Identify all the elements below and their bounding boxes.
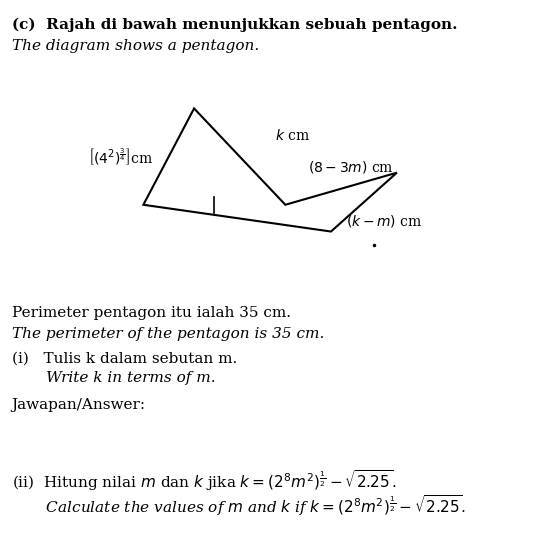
Text: $\left[(4^2)^{\frac{3}{4}}\right]$cm: $\left[(4^2)^{\frac{3}{4}}\right]$cm	[88, 146, 153, 167]
Text: $(k-m)$ cm: $(k-m)$ cm	[346, 213, 423, 229]
Text: The diagram shows a pentagon.: The diagram shows a pentagon.	[12, 39, 259, 53]
Text: $k$ cm: $k$ cm	[275, 128, 310, 143]
Text: Calculate the values of $m$ and $k$ if $k = (2^8m^2)^{\frac{1}{2}} - \sqrt{2.25}: Calculate the values of $m$ and $k$ if $…	[12, 493, 466, 518]
Text: Perimeter pentagon itu ialah 35 cm.: Perimeter pentagon itu ialah 35 cm.	[12, 307, 290, 321]
Text: Jawapan/Answer:: Jawapan/Answer:	[12, 398, 146, 412]
Text: The perimeter of the pentagon is 35 cm.: The perimeter of the pentagon is 35 cm.	[12, 327, 324, 341]
Text: Write k in terms of m.: Write k in terms of m.	[12, 371, 215, 385]
Text: (i)   Tulis k dalam sebutan m.: (i) Tulis k dalam sebutan m.	[12, 352, 237, 366]
Text: (ii)  Hitung nilai $m$ dan $k$ jika $k = (2^8m^2)^{\frac{1}{2}} - \sqrt{2.25}$.: (ii) Hitung nilai $m$ dan $k$ jika $k = …	[12, 469, 396, 493]
Text: $(8-3m)$ cm: $(8-3m)$ cm	[309, 159, 394, 175]
Text: (c)  Rajah di bawah menunjukkan sebuah pentagon.: (c) Rajah di bawah menunjukkan sebuah pe…	[12, 17, 457, 32]
